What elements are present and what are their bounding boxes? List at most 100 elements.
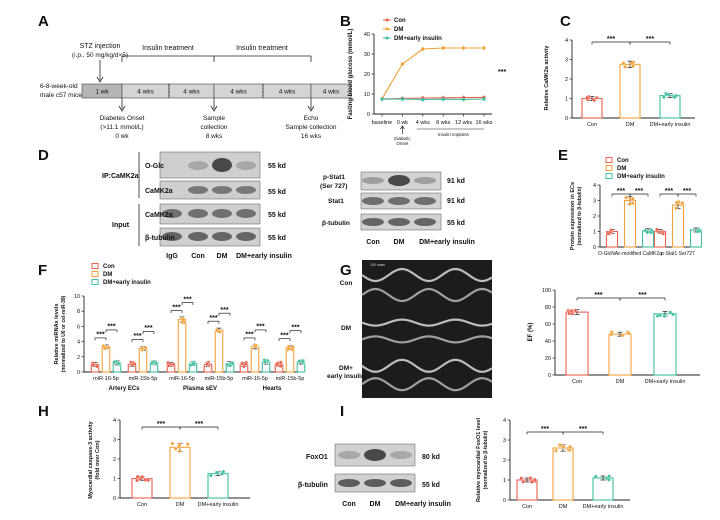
d-kd-mid-label: 91 kd xyxy=(447,178,465,185)
f-y-label-2: (normalized to U6 or cel-miR-39) xyxy=(61,295,67,372)
i-bar-1 xyxy=(552,447,574,501)
a-stz-arrowhead xyxy=(96,76,104,83)
g-bar-2-dot xyxy=(662,314,667,318)
g-row-label: DM xyxy=(341,325,351,332)
g-bar-0-dot xyxy=(567,311,571,316)
d-band xyxy=(212,209,232,218)
f-y-tick-label: 10 xyxy=(74,294,80,300)
panel-letter-a: A xyxy=(38,13,49,30)
f-legend-con-label: Con xyxy=(103,264,115,270)
g-y-tick-label: 60 xyxy=(545,322,551,328)
h-bar-2-dot xyxy=(209,473,213,478)
d-band xyxy=(388,218,410,226)
f-bar-dot xyxy=(240,361,244,366)
d-band xyxy=(212,158,232,172)
f-mir-label: miR-16-5p xyxy=(169,376,195,382)
h-y-tick-label: 4 xyxy=(113,418,116,424)
e-sig-4-sig-label: *** xyxy=(683,188,691,195)
b-series-line xyxy=(381,47,484,100)
b-legend-ins-label: DM+early insulin xyxy=(394,36,442,42)
f-bar-dot xyxy=(243,362,248,366)
g-echo-image xyxy=(362,352,492,398)
c-bar-0-dot xyxy=(594,95,599,100)
a-marker-label: 8 wks xyxy=(206,133,223,140)
a-seg-4wks-label: 4 wks xyxy=(137,89,154,96)
i-x-tick-label: DM xyxy=(559,504,568,510)
d-input-label: Input xyxy=(112,222,130,229)
i-bar-1-dot xyxy=(561,444,566,449)
c-x-tick-label: DM xyxy=(626,122,635,128)
i-bar-0-dot xyxy=(533,477,537,482)
b-point xyxy=(421,47,425,51)
i-bar-2-dot xyxy=(607,474,612,479)
b-annotation: Insulin implants xyxy=(438,132,470,137)
e-legend-dm-label: DM xyxy=(617,166,626,172)
e-bar-dot xyxy=(631,196,635,201)
h-x-tick-label: DM xyxy=(176,502,185,508)
i-y-tick-label: 4 xyxy=(503,418,506,424)
f-mir-label: miR-16-5p xyxy=(93,376,119,382)
f-y-tick-label: 0 xyxy=(77,370,80,376)
b-y-tick-label: 0 xyxy=(367,112,370,118)
d-camk2a-label: CaMK2a xyxy=(145,188,173,195)
g-x-tick-label: Con xyxy=(572,379,582,385)
f-mir-label: miR-16-5p xyxy=(242,376,268,382)
f-sig-sig-label: *** xyxy=(144,325,152,332)
e-bar-dot xyxy=(680,201,685,205)
e-bar-dot xyxy=(674,206,678,211)
d-lane-label: IgG xyxy=(166,253,178,260)
i-bar-2 xyxy=(592,477,614,501)
b-x-tick-label: 4 wks xyxy=(416,120,430,126)
f-group-label: Plasma sEV xyxy=(183,386,217,392)
c-bar-1-dot xyxy=(623,65,628,69)
f-bar-dot xyxy=(116,361,121,366)
d-stat1-label: Stat1 xyxy=(328,198,344,205)
b-point xyxy=(421,98,425,102)
panel-letter-f: F xyxy=(38,262,47,279)
e-legend-ins-label: DM+early insulin xyxy=(617,174,665,180)
f-legend-con-swatch xyxy=(91,263,99,269)
i-kd-label: 80 kd xyxy=(422,454,440,461)
a-treat2-label: Insulin treatment xyxy=(236,45,288,52)
i-band xyxy=(338,479,360,487)
e-bar-dot xyxy=(674,200,679,205)
d-band xyxy=(236,209,256,218)
h-sig-1-sig-label: *** xyxy=(157,421,165,428)
f-bar-dot xyxy=(181,317,186,322)
d-lane-mid-label: DM xyxy=(394,239,405,246)
i-bar-0-dot xyxy=(521,479,525,484)
c-x-tick-label: Con xyxy=(587,122,597,128)
f-y-label: Relative miRNAs levels xyxy=(54,304,60,365)
d-lane-label: Con xyxy=(191,253,205,260)
a-marker-label: Diabetes Onset xyxy=(100,115,145,122)
i-kd-label: 55 kd xyxy=(422,482,440,489)
e-bar-dot xyxy=(606,231,611,236)
i-bar-0-dot xyxy=(528,476,533,480)
c-bar-2 xyxy=(659,95,681,119)
b-legend-dm-swatch-dot xyxy=(385,27,389,31)
d-btub-label: β-tubulin xyxy=(145,235,175,242)
f-bar-dot xyxy=(171,362,176,367)
c-sig-2-sig-label: *** xyxy=(646,36,654,43)
b-legend-con-swatch-dot xyxy=(385,18,389,22)
d-band xyxy=(212,186,232,194)
c-y-tick-label: 4 xyxy=(565,38,568,44)
b-x-tick-label: 16 wks xyxy=(475,120,492,126)
b-x-tick-label: 12 wks xyxy=(455,120,472,126)
b-y-tick-label: 20 xyxy=(364,72,370,78)
e-sig-1-sig-label: *** xyxy=(617,188,625,195)
c-bar-1-dot xyxy=(621,61,626,65)
g-bar-2-dot xyxy=(668,310,673,315)
g-bar-2-dot xyxy=(658,313,662,318)
h-x-tick-label: DM+early insulin xyxy=(198,502,239,508)
c-y-tick-label: 2 xyxy=(565,77,568,83)
d-band xyxy=(162,209,182,218)
c-bar-1-dot xyxy=(629,61,634,65)
i-band xyxy=(364,479,386,487)
d-blot-camk2a xyxy=(159,180,261,200)
g-echo-trace xyxy=(361,318,493,327)
f-bar-dot xyxy=(253,344,258,349)
b-point xyxy=(380,97,384,101)
f-legend-ins-label: DM+early insulin xyxy=(103,280,151,286)
f-bar-dot xyxy=(103,346,107,351)
